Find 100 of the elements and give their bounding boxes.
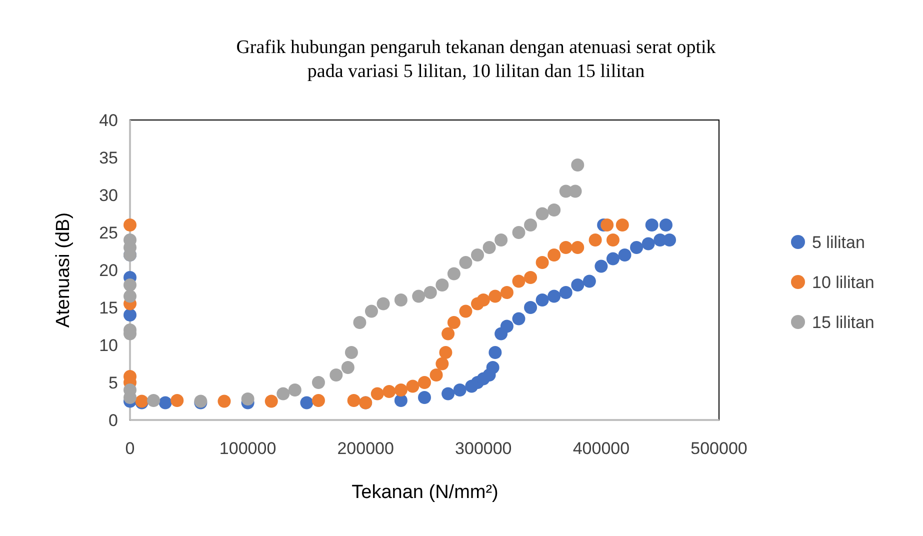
point bbox=[536, 207, 549, 220]
point bbox=[512, 226, 526, 239]
point bbox=[524, 301, 538, 314]
point bbox=[124, 278, 136, 292]
point bbox=[600, 218, 614, 232]
x-tick-label: 100000 bbox=[219, 439, 276, 458]
point bbox=[471, 248, 484, 262]
point bbox=[394, 394, 408, 407]
y-tick-label: 35 bbox=[99, 148, 118, 168]
point bbox=[330, 368, 343, 382]
point bbox=[312, 394, 325, 407]
point bbox=[548, 248, 561, 262]
point bbox=[486, 361, 500, 374]
point bbox=[418, 376, 431, 389]
point bbox=[376, 297, 390, 310]
x-axis-title: Tekanan (N/mm²) bbox=[352, 482, 498, 503]
point bbox=[642, 237, 655, 250]
point bbox=[436, 278, 449, 292]
point bbox=[488, 290, 502, 303]
point bbox=[536, 294, 549, 306]
y-tick-label: 20 bbox=[99, 261, 118, 280]
legend-label: 15 lilitan bbox=[812, 313, 874, 332]
point bbox=[447, 267, 460, 280]
point bbox=[158, 396, 172, 410]
point bbox=[406, 380, 420, 393]
y-tick-label: 40 bbox=[99, 111, 118, 130]
point bbox=[524, 218, 538, 232]
point bbox=[500, 320, 514, 333]
point bbox=[241, 392, 254, 406]
point bbox=[588, 234, 602, 246]
y-tick-label: 30 bbox=[99, 186, 118, 205]
point bbox=[170, 394, 184, 407]
y-tick-label: 0 bbox=[108, 411, 118, 430]
point bbox=[412, 290, 426, 303]
point bbox=[341, 361, 354, 374]
legend-label: 5 lilitan bbox=[812, 233, 865, 252]
point bbox=[439, 346, 452, 359]
x-tick-label: 0 bbox=[125, 439, 135, 458]
point bbox=[430, 368, 443, 382]
point bbox=[606, 252, 620, 266]
point bbox=[616, 218, 629, 232]
point bbox=[218, 394, 231, 408]
point bbox=[571, 278, 584, 292]
y-tick-label: 15 bbox=[99, 298, 118, 318]
point bbox=[300, 396, 314, 410]
point bbox=[436, 357, 449, 370]
point bbox=[659, 218, 672, 232]
point bbox=[418, 391, 431, 404]
x-tick-label: 200000 bbox=[337, 439, 394, 458]
point bbox=[442, 387, 455, 400]
point bbox=[582, 274, 596, 288]
point bbox=[594, 260, 608, 273]
point bbox=[548, 290, 561, 303]
point bbox=[476, 294, 490, 306]
point bbox=[606, 234, 620, 246]
point bbox=[382, 385, 396, 398]
point bbox=[645, 218, 658, 232]
point bbox=[536, 256, 549, 269]
point bbox=[394, 294, 408, 306]
x-tick-label: 500000 bbox=[690, 439, 748, 458]
point bbox=[276, 387, 290, 400]
point bbox=[618, 248, 632, 262]
point bbox=[512, 274, 526, 288]
point bbox=[459, 256, 472, 269]
x-tick-label: 400000 bbox=[572, 439, 630, 458]
point bbox=[447, 316, 460, 329]
legend-label: 10 lilitan bbox=[812, 273, 874, 292]
point bbox=[559, 286, 572, 299]
point bbox=[459, 304, 472, 318]
y-tick-label: 25 bbox=[99, 224, 118, 242]
point bbox=[312, 376, 325, 389]
point bbox=[524, 271, 538, 284]
point bbox=[488, 346, 502, 359]
point bbox=[630, 241, 644, 254]
point bbox=[124, 308, 136, 322]
point bbox=[663, 234, 676, 246]
point bbox=[500, 286, 514, 299]
point bbox=[370, 387, 384, 400]
point bbox=[494, 234, 508, 246]
y-tick-label: 5 bbox=[108, 374, 118, 392]
chart-title: Grafik hubungan pengaruh tekanan dengan atenuasi serat optik pada variasi 5 lilitan, 10 lilitan dan 15 lilitan bbox=[236, 37, 716, 82]
point bbox=[124, 218, 136, 232]
point bbox=[571, 241, 584, 254]
point bbox=[147, 394, 160, 407]
point bbox=[442, 327, 455, 340]
y-axis-title: Atenuasi (dB) bbox=[53, 212, 74, 328]
point bbox=[571, 158, 584, 172]
point bbox=[353, 316, 366, 329]
x-tick-label: 300000 bbox=[455, 439, 512, 458]
point bbox=[548, 204, 561, 216]
point bbox=[347, 394, 360, 407]
point bbox=[288, 384, 302, 396]
point bbox=[482, 241, 496, 254]
point bbox=[559, 241, 572, 254]
point bbox=[394, 384, 408, 396]
point bbox=[364, 304, 378, 318]
point bbox=[424, 286, 437, 299]
point bbox=[124, 290, 136, 303]
point bbox=[453, 384, 466, 396]
y-tick-label: 10 bbox=[99, 336, 118, 355]
